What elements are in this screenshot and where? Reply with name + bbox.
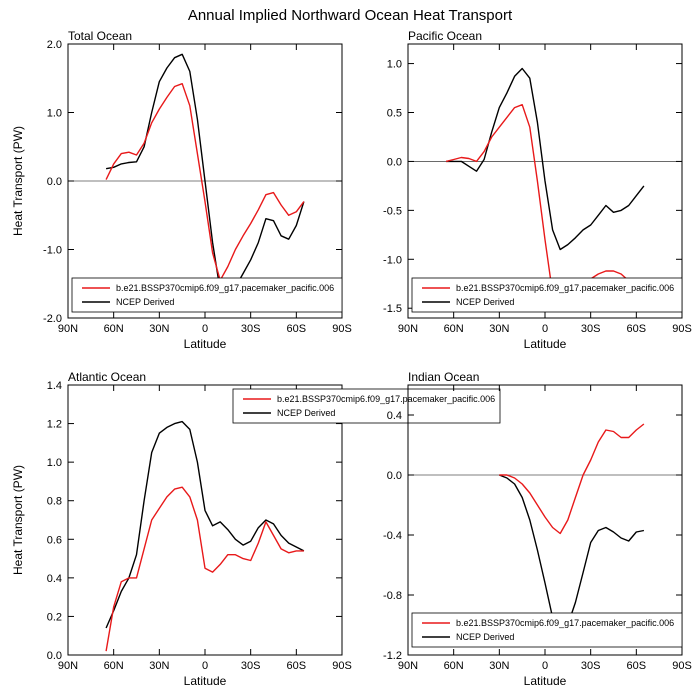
x-tick-label: 90N <box>58 323 78 335</box>
x-tick-label: 90S <box>672 660 692 672</box>
y-tick-label: 0.0 <box>387 156 402 168</box>
y-tick-label: -2.0 <box>43 313 62 325</box>
x-tick-label: 90N <box>398 323 418 335</box>
model-series-line <box>445 103 645 311</box>
x-tick-label: 30S <box>581 660 601 672</box>
x-tick-label: 60S <box>627 323 647 335</box>
ncep-series-line <box>499 474 645 634</box>
plot-frame <box>67 384 343 656</box>
x-tick-label: 0 <box>202 323 208 335</box>
y-axis-label: Heat Transport (PW) <box>11 126 25 236</box>
y-tick-label: 0.4 <box>47 573 62 585</box>
panel-3: Atlantic Ocean 90N 60N 30N 0 30S 60S 90S 0.0 0.2 0… <box>11 370 501 688</box>
legend: b.e21.BSSP370cmip6.f09_g17.pacemaker_pac… <box>71 277 343 313</box>
panel-title: Total Ocean <box>68 29 132 43</box>
x-tick-label: 30S <box>241 323 261 335</box>
panel-4: Indian Ocean 90N 60N 30N 0 30S 60S 90S -1.2 -0.8 -… <box>383 370 692 688</box>
y-tick-label: 1.0 <box>47 108 62 120</box>
legend: b.e21.BSSP370cmip6.f09_g17.pacemaker_pac… <box>411 277 683 313</box>
model-series-line <box>105 82 305 281</box>
model-series-line <box>499 423 645 535</box>
legend-label: NCEP Derived <box>456 297 514 307</box>
legend-label: NCEP Derived <box>116 297 174 307</box>
y-tick-label: -0.5 <box>383 205 402 217</box>
x-axis-label: Latitude <box>524 337 567 351</box>
x-tick-label: 30N <box>149 323 169 335</box>
legend-label: NCEP Derived <box>456 632 514 642</box>
y-tick-label: 0.0 <box>387 470 402 482</box>
x-tick-label: 30S <box>241 660 261 672</box>
y-tick-label: -1.2 <box>383 650 402 662</box>
x-tick-label: 0 <box>542 323 548 335</box>
y-tick-label: -1.0 <box>383 254 402 266</box>
legend-label: b.e21.BSSP370cmip6.f09_g17.pacemaker_pac… <box>456 618 674 628</box>
x-tick-label: 30N <box>149 660 169 672</box>
y-tick-label: 1.2 <box>47 419 62 431</box>
panel-1: Total Ocean 90N 60N 30N 0 30S 60S 90S -2.0 -1.0 0.… <box>11 29 352 351</box>
y-tick-label: -0.4 <box>383 530 402 542</box>
x-tick-label: 30N <box>489 323 509 335</box>
panel-title: Atlantic Ocean <box>68 370 146 384</box>
legend-box <box>232 388 501 424</box>
x-tick-label: 60S <box>627 660 647 672</box>
x-tick-label: 60N <box>444 660 464 672</box>
y-tick-label: -1.0 <box>43 245 62 257</box>
x-tick-label: 60N <box>104 660 124 672</box>
legend: b.e21.BSSP370cmip6.f09_g17.pacemaker_pac… <box>232 388 501 424</box>
figure-title: Annual Implied Northward Ocean Heat Tran… <box>188 7 513 24</box>
x-tick-label: 90N <box>58 660 78 672</box>
y-tick-label: 2.0 <box>47 39 62 51</box>
x-axis-label: Latitude <box>524 674 567 688</box>
y-tick-label: 0.2 <box>47 611 62 623</box>
y-tick-label: 1.0 <box>387 59 402 71</box>
legend-label: b.e21.BSSP370cmip6.f09_g17.pacemaker_pac… <box>277 394 495 404</box>
y-tick-label: 0.8 <box>47 496 62 508</box>
y-tick-label: 0.6 <box>47 534 62 546</box>
x-axis-label: Latitude <box>184 337 227 351</box>
legend-box <box>411 612 683 648</box>
y-tick-label: 0.4 <box>387 410 402 422</box>
legend-label: NCEP Derived <box>277 408 335 418</box>
x-tick-label: 60N <box>104 323 124 335</box>
x-tick-label: 60N <box>444 323 464 335</box>
legend-label: b.e21.BSSP370cmip6.f09_g17.pacemaker_pac… <box>456 283 674 293</box>
panel-title: Pacific Ocean <box>408 29 482 43</box>
x-tick-label: 0 <box>542 660 548 672</box>
y-tick-label: 0.0 <box>47 176 62 188</box>
x-axis-label: Latitude <box>184 674 227 688</box>
y-tick-label: 0.0 <box>47 650 62 662</box>
ncep-series-line <box>105 53 305 295</box>
x-tick-label: 30S <box>581 323 601 335</box>
legend: b.e21.BSSP370cmip6.f09_g17.pacemaker_pac… <box>411 612 683 648</box>
x-tick-label: 30N <box>489 660 509 672</box>
model-series-line <box>105 486 304 652</box>
y-tick-label: 1.0 <box>47 457 62 469</box>
y-tick-label: -1.5 <box>383 303 402 315</box>
y-tick-label: 0.5 <box>387 108 402 120</box>
legend-label: b.e21.BSSP370cmip6.f09_g17.pacemaker_pac… <box>116 283 334 293</box>
x-tick-label: 60S <box>287 323 307 335</box>
x-tick-label: 90N <box>398 660 418 672</box>
legend-box <box>71 277 343 313</box>
x-tick-label: 60S <box>287 660 307 672</box>
panel-title: Indian Ocean <box>408 370 479 384</box>
x-tick-label: 90S <box>672 323 692 335</box>
x-tick-label: 90S <box>332 660 352 672</box>
ncep-series-line <box>446 67 645 251</box>
panel-2: Pacific Ocean 90N 60N 30N 0 30S 60S 90S -1.5 -1.0… <box>383 29 692 351</box>
y-axis-label: Heat Transport (PW) <box>11 465 25 575</box>
legend-box <box>411 277 683 313</box>
x-tick-label: 90S <box>332 323 352 335</box>
ncep-series-line <box>105 420 305 629</box>
y-tick-label: 1.4 <box>47 380 62 392</box>
x-tick-label: 0 <box>202 660 208 672</box>
y-tick-label: -0.8 <box>383 590 402 602</box>
